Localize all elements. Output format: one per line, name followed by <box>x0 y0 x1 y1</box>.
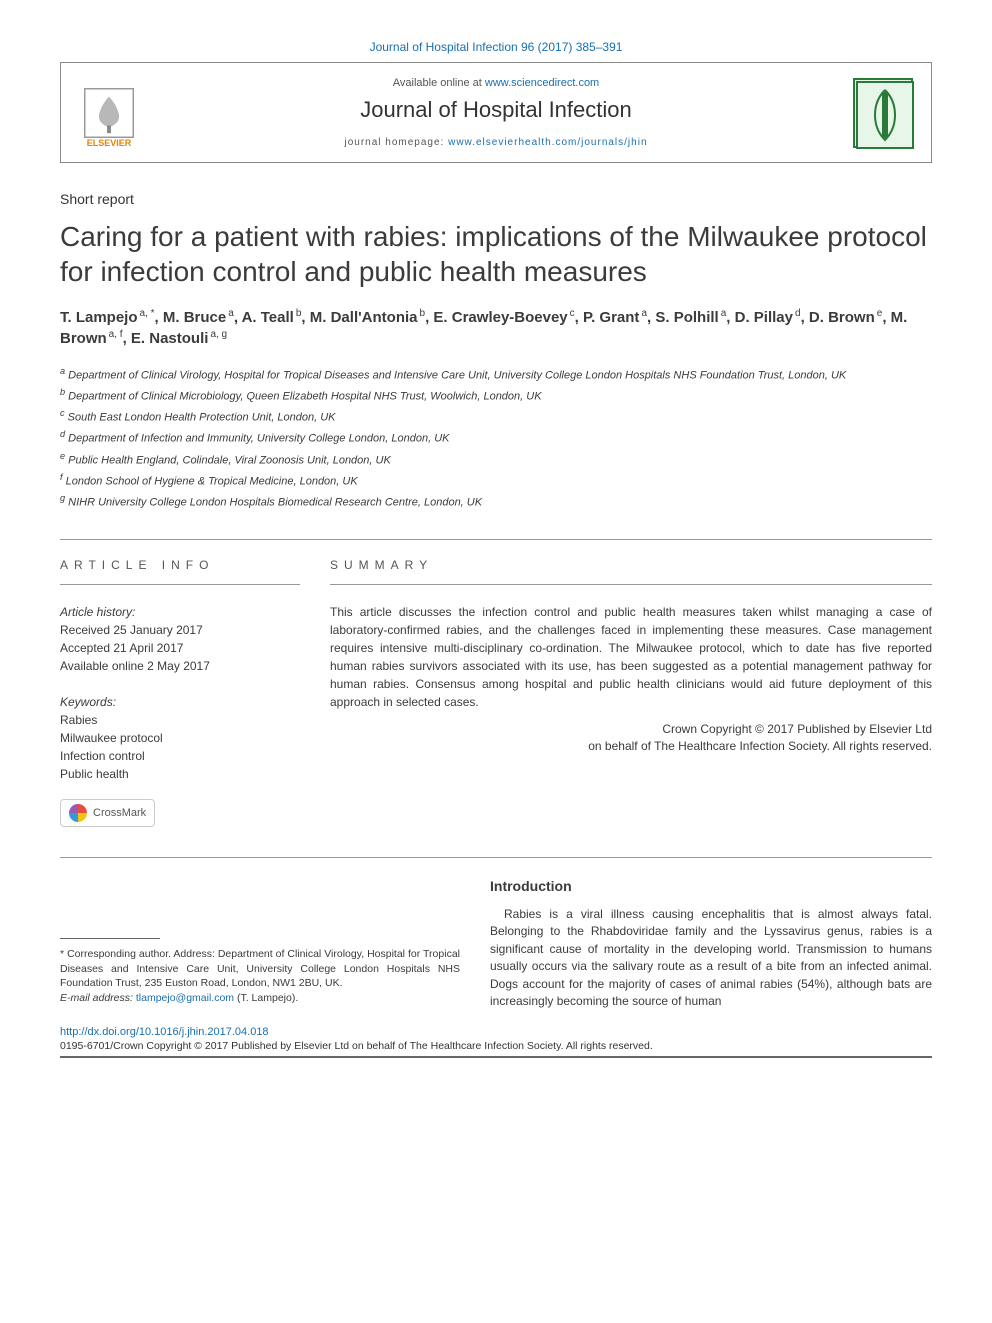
author: D. Pillay d <box>735 309 801 326</box>
intro-text: Rabies is a viral illness causing enceph… <box>490 906 932 1010</box>
article-history: Article history: Received 25 January 201… <box>60 603 300 675</box>
divider <box>60 539 932 540</box>
elsevier-logo[interactable]: ELSEVIER <box>79 78 139 148</box>
intro-heading: Introduction <box>490 878 932 894</box>
article-info-heading: ARTICLE INFO <box>60 558 300 572</box>
affiliation: d Department of Infection and Immunity, … <box>60 428 932 447</box>
author: P. Grant a <box>583 309 647 326</box>
elsevier-label: ELSEVIER <box>87 138 132 148</box>
footnote-rule <box>60 938 160 939</box>
keywords-label: Keywords: <box>60 693 300 711</box>
divider <box>60 857 932 858</box>
author-list: T. Lampejo a, *, M. Bruce a, A. Teall b,… <box>60 307 932 349</box>
author: D. Brown e <box>809 309 882 326</box>
elsevier-tree-icon <box>84 88 134 138</box>
author: M. Dall'Antonia b <box>310 309 425 326</box>
sciencedirect-link[interactable]: www.sciencedirect.com <box>485 77 599 89</box>
affiliation: e Public Health England, Colindale, Vira… <box>60 450 932 469</box>
available-online: Available online at www.sciencedirect.co… <box>139 77 853 89</box>
received-date: Received 25 January 2017 <box>60 621 300 639</box>
divider <box>60 584 300 585</box>
email-label: E-mail address: <box>60 992 136 1004</box>
bottom-copyright: 0195-6701/Crown Copyright © 2017 Publish… <box>60 1040 932 1052</box>
corresponding-footnote: * Corresponding author. Address: Departm… <box>60 947 460 1006</box>
doi-line: http://dx.doi.org/10.1016/j.jhin.2017.04… <box>60 1026 932 1038</box>
keyword: Infection control <box>60 747 300 765</box>
header-citation: Journal of Hospital Infection 96 (2017) … <box>60 40 932 54</box>
online-date: Available online 2 May 2017 <box>60 657 300 675</box>
author: A. Teall b <box>242 309 302 326</box>
email-author: (T. Lampejo). <box>234 992 298 1004</box>
author: E. Nastouli a, g <box>131 330 227 347</box>
affiliation: g NIHR University College London Hospita… <box>60 492 932 511</box>
author: E. Crawley-Boevey c <box>433 309 574 326</box>
doi-link[interactable]: http://dx.doi.org/10.1016/j.jhin.2017.04… <box>60 1026 269 1038</box>
affiliation: a Department of Clinical Virology, Hospi… <box>60 365 932 384</box>
history-label: Article history: <box>60 603 300 621</box>
homepage-link[interactable]: www.elsevierhealth.com/journals/jhin <box>448 137 647 148</box>
summary-text: This article discusses the infection con… <box>330 603 932 711</box>
crossmark-badge[interactable]: CrossMark <box>60 799 155 827</box>
his-logo-icon <box>855 80 915 150</box>
article-type: Short report <box>60 191 932 207</box>
accepted-date: Accepted 21 April 2017 <box>60 639 300 657</box>
keyword: Public health <box>60 765 300 783</box>
author: T. Lampejo a, * <box>60 309 155 326</box>
keywords-block: Keywords: RabiesMilwaukee protocolInfect… <box>60 693 300 783</box>
email-link[interactable]: tlampejo@gmail.com <box>136 992 234 1004</box>
header-box: ELSEVIER Available online at www.science… <box>60 62 932 163</box>
divider <box>330 584 932 585</box>
summary-heading: SUMMARY <box>330 558 932 572</box>
keyword: Rabies <box>60 711 300 729</box>
journal-name: Journal of Hospital Infection <box>139 97 853 123</box>
bottom-divider <box>60 1056 932 1058</box>
summary-copyright: Crown Copyright © 2017 Published by Else… <box>330 721 932 755</box>
affiliation: f London School of Hygiene & Tropical Me… <box>60 471 932 490</box>
affiliation: b Department of Clinical Microbiology, Q… <box>60 386 932 405</box>
his-logo <box>853 78 913 148</box>
article-title: Caring for a patient with rabies: implic… <box>60 219 932 289</box>
author: S. Polhill a <box>655 309 726 326</box>
crossmark-label: CrossMark <box>93 807 146 819</box>
keyword: Milwaukee protocol <box>60 729 300 747</box>
author: M. Bruce a <box>163 309 234 326</box>
crossmark-icon <box>69 804 87 822</box>
affiliation: c South East London Health Protection Un… <box>60 407 932 426</box>
homepage-line: journal homepage: www.elsevierhealth.com… <box>139 137 853 148</box>
affiliation-list: a Department of Clinical Virology, Hospi… <box>60 365 932 511</box>
